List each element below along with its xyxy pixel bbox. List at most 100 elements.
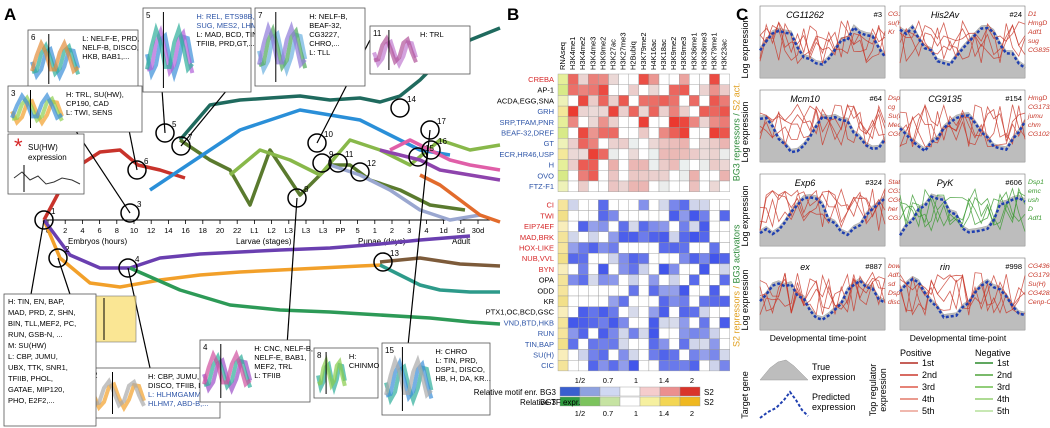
heatmap-cell bbox=[648, 360, 660, 372]
scale-tick: 1 bbox=[634, 376, 638, 385]
heatmap-cell bbox=[578, 116, 589, 128]
regulator-name: su(Hw) bbox=[888, 20, 910, 27]
heatmap-cell bbox=[628, 263, 640, 275]
trajectory-line bbox=[179, 138, 466, 212]
regulator-name: emc bbox=[1028, 188, 1041, 195]
node-number: 17 bbox=[437, 117, 446, 126]
heatmap-cell bbox=[689, 263, 700, 275]
heatmap-cell bbox=[668, 285, 680, 297]
heatmap-cell bbox=[588, 306, 599, 318]
heatmap-cell bbox=[578, 338, 589, 350]
heatmap-cell bbox=[618, 95, 629, 107]
gene-plot-Exp6: Exp6#324Stat92ECG3065CG6254herCG17385 bbox=[759, 173, 917, 247]
mini-plot-trace bbox=[258, 23, 308, 73]
heatmap-cell bbox=[648, 220, 660, 233]
row-label-bottom: BYN bbox=[539, 265, 554, 274]
scale-tick-bottom: 1 bbox=[634, 409, 638, 418]
heatmap-cell bbox=[567, 252, 579, 265]
heatmap-cell bbox=[709, 242, 720, 254]
heatmap-cell bbox=[658, 306, 670, 318]
node-circle bbox=[350, 162, 370, 182]
heatmap-cell bbox=[709, 95, 720, 107]
heatmap-cell bbox=[578, 148, 589, 160]
regulator-trace bbox=[759, 104, 886, 147]
heatmap-cell bbox=[628, 127, 640, 139]
heatmap-cell bbox=[709, 263, 720, 275]
heatmap-cell bbox=[608, 84, 619, 96]
gene-rank: #24 bbox=[1009, 10, 1022, 19]
mini-plot-text: NELF-E, BAB1, bbox=[254, 353, 306, 362]
heatmap-cell bbox=[689, 137, 700, 150]
column-header: H2Bubiq bbox=[629, 41, 638, 70]
heatmap-cell bbox=[618, 210, 629, 222]
heatmap-cell bbox=[598, 327, 609, 340]
heatmap-cell bbox=[638, 295, 650, 307]
heatmap-cell bbox=[598, 95, 609, 107]
heatmap-cell bbox=[638, 252, 650, 265]
mini-plot-text: HB, H, DA, KR... bbox=[435, 374, 490, 383]
heatmap-cell bbox=[638, 180, 650, 192]
heatmap-cell bbox=[689, 252, 700, 265]
column-header: H3K79me1 bbox=[710, 32, 719, 70]
heatmap-cell bbox=[668, 73, 680, 85]
row-label-bottom: EIP74EF bbox=[524, 222, 554, 231]
regulator-name: CG4282 bbox=[1028, 290, 1050, 297]
box-6: 6 L: NELF-E, PRD,NELF-B, DISCO,HKB, BAB1,… bbox=[27, 29, 139, 89]
axis-tick-label: L1 bbox=[250, 226, 258, 235]
heatmap-cell bbox=[699, 84, 710, 96]
heatmap-cell bbox=[658, 105, 670, 117]
heatmap-cell bbox=[598, 180, 609, 192]
mini-plot-text: L: TFIIB bbox=[254, 371, 281, 380]
heatmap-cell bbox=[719, 242, 730, 254]
heatmap-cell bbox=[699, 180, 710, 192]
regulator-name: Dsp1 bbox=[1028, 179, 1044, 186]
heatmap-cell bbox=[689, 295, 700, 307]
heatmap-cell bbox=[618, 242, 629, 254]
heatmap-cell bbox=[628, 148, 640, 160]
mini-plot-text: DSP1, DISCO, bbox=[435, 365, 485, 374]
gene-name: His2Av bbox=[931, 10, 960, 20]
heatmap-cell bbox=[679, 327, 690, 340]
regulator-name: Cenp-C bbox=[1028, 299, 1050, 306]
heatmap-cell bbox=[668, 180, 680, 192]
mini-plot-trace bbox=[10, 92, 64, 121]
scale-tick-bottom: 1.4 bbox=[659, 409, 669, 418]
heatmap-cell bbox=[628, 242, 640, 254]
heatmap-cell bbox=[658, 95, 670, 107]
heatmap-cell bbox=[668, 263, 680, 275]
gene-rank: #324 bbox=[865, 178, 882, 187]
row-label-bottom: KR bbox=[544, 297, 555, 306]
trajectory-line bbox=[228, 138, 501, 177]
node-number: 12 bbox=[367, 159, 376, 168]
heatmap-cell bbox=[578, 295, 589, 307]
heatmap-cell bbox=[679, 199, 690, 211]
heatmap-cell bbox=[648, 95, 660, 107]
scale-swatch-motif bbox=[659, 386, 681, 397]
heatmap-cell bbox=[719, 338, 730, 350]
mini-plot-text: H: CNC, NELF-B, bbox=[254, 344, 313, 353]
heatmap-cell bbox=[679, 95, 690, 107]
y-axis-label: Log expression bbox=[740, 185, 750, 246]
axis-tick-label: 14 bbox=[164, 226, 172, 235]
scale-tick: 1.4 bbox=[659, 376, 669, 385]
heatmap-cell bbox=[648, 210, 660, 222]
row-label-top: OVO bbox=[537, 171, 554, 180]
regulator-name: ush bbox=[1028, 197, 1039, 204]
heatmap-cell bbox=[628, 159, 640, 171]
heatmap-cell bbox=[668, 274, 680, 286]
heatmap-cell bbox=[638, 274, 650, 286]
heatmap-cell bbox=[709, 127, 720, 139]
heatmap-cell bbox=[638, 263, 650, 275]
column-header: H3K36me3 bbox=[699, 32, 708, 70]
box-7: 7 H: NELF-B,BEAF-32,CG3227,CHRO,...L: TLL bbox=[254, 7, 366, 87]
trajectory-line bbox=[379, 263, 500, 294]
mini-plot-text: CG3227, bbox=[309, 30, 339, 39]
mini-plot-text: L: MAD, BCD, TIN, bbox=[196, 30, 259, 39]
heatmap-cell bbox=[618, 360, 629, 372]
heatmap-cell bbox=[668, 210, 680, 222]
mini-plot-trace bbox=[146, 24, 195, 78]
heatmap-cell bbox=[588, 199, 599, 211]
heatmap-cell bbox=[668, 159, 680, 171]
heatmap-cell bbox=[628, 349, 640, 361]
heatmap-cell bbox=[628, 231, 640, 243]
